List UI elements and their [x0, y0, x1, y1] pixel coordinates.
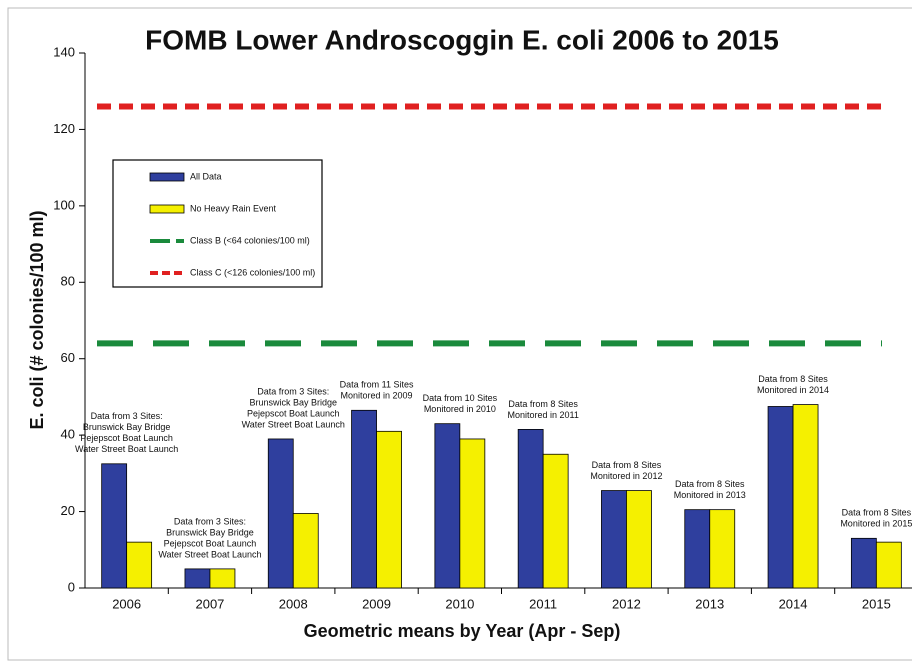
annotation: Pejepscot Boat Launch [80, 433, 173, 443]
y-tick-label: 100 [53, 197, 75, 212]
x-tick-label: 2010 [445, 596, 474, 611]
annotation: Data from 3 Sites: [91, 411, 163, 421]
bar [376, 430, 402, 589]
annotation: Data from 8 Sites [592, 460, 662, 470]
x-tick-label: 2008 [279, 596, 308, 611]
annotation: Water Street Boat Launch [158, 549, 261, 559]
annotation: Water Street Boat Launch [242, 419, 345, 429]
annotation: Data from 10 Sites [423, 393, 498, 403]
bar [792, 404, 819, 589]
annotation: Brunswick Bay Bridge [83, 422, 171, 432]
annotation: Data from 8 Sites [675, 479, 745, 489]
annotation: Water Street Boat Launch [75, 444, 178, 454]
bar [767, 406, 794, 589]
annotation: Pejepscot Boat Launch [247, 408, 340, 418]
x-tick-label: 2009 [362, 596, 391, 611]
annotation: Data from 11 Sites [340, 380, 414, 390]
y-axis-label: E. coli (# colonies/100 ml) [27, 210, 47, 429]
legend-swatch [149, 172, 185, 182]
legend-label: Class C (<126 colonies/100 ml) [190, 267, 315, 277]
bar [459, 438, 486, 589]
bar [434, 423, 461, 589]
bar [626, 490, 652, 589]
frame [7, 7, 912, 661]
y-tick-label: 120 [53, 121, 75, 136]
annotation: Monitored in 2012 [590, 471, 662, 481]
bar [850, 537, 877, 589]
annotation: Data from 8 Sites [758, 374, 828, 384]
bar [875, 541, 902, 589]
bar [209, 568, 236, 589]
bar [542, 453, 569, 589]
annotation: Monitored in 2009 [341, 391, 413, 401]
annotation: Data from 8 Sites [842, 508, 912, 518]
bar [517, 429, 544, 589]
bar [184, 568, 211, 589]
bar [351, 409, 377, 589]
annotation: Data from 3 Sites: [257, 386, 329, 396]
x-tick-label: 2013 [695, 596, 724, 611]
y-tick-label: 40 [61, 427, 75, 442]
x-tick-label: 2012 [612, 596, 641, 611]
bar [709, 509, 736, 589]
annotation: Monitored in 2011 [507, 410, 578, 420]
x-tick-label: 2007 [195, 596, 224, 611]
x-tick-label: 2011 [529, 596, 557, 611]
x-tick-label: 2014 [779, 596, 808, 611]
annotation: Monitored in 2014 [757, 385, 829, 395]
bar [267, 438, 294, 589]
annotation: Pejepscot Boat Launch [164, 538, 257, 548]
legend-label: Class B (<64 colonies/100 ml) [190, 235, 310, 245]
chart-title: FOMB Lower Androscoggin E. coli 2006 to … [145, 24, 779, 55]
bar [292, 513, 319, 589]
bar [601, 490, 627, 589]
annotation: Brunswick Bay Bridge [249, 397, 337, 407]
y-tick-label: 0 [68, 579, 75, 594]
bar [126, 541, 153, 589]
bar [101, 463, 128, 589]
legend-swatch [149, 204, 185, 214]
y-tick-label: 60 [61, 350, 75, 365]
legend-label: No Heavy Rain Event [190, 203, 277, 213]
annotation: Monitored in 2010 [424, 404, 496, 414]
annotation: Monitored in 2013 [674, 490, 746, 500]
legend-label: All Data [190, 171, 222, 181]
y-tick-label: 80 [61, 274, 75, 289]
annotation: Data from 8 Sites [508, 399, 578, 409]
x-tick-label: 2006 [112, 596, 141, 611]
legend-box [112, 159, 323, 288]
x-tick-label: 2015 [862, 596, 891, 611]
annotation: Monitored in 2015 [840, 519, 912, 529]
annotation: Brunswick Bay Bridge [166, 527, 254, 537]
x-axis-label: Geometric means by Year (Apr - Sep) [304, 621, 621, 641]
y-tick-label: 20 [61, 503, 75, 518]
bar [684, 509, 711, 589]
annotation: Data from 3 Sites: [174, 516, 246, 526]
y-tick-label: 140 [53, 44, 75, 59]
